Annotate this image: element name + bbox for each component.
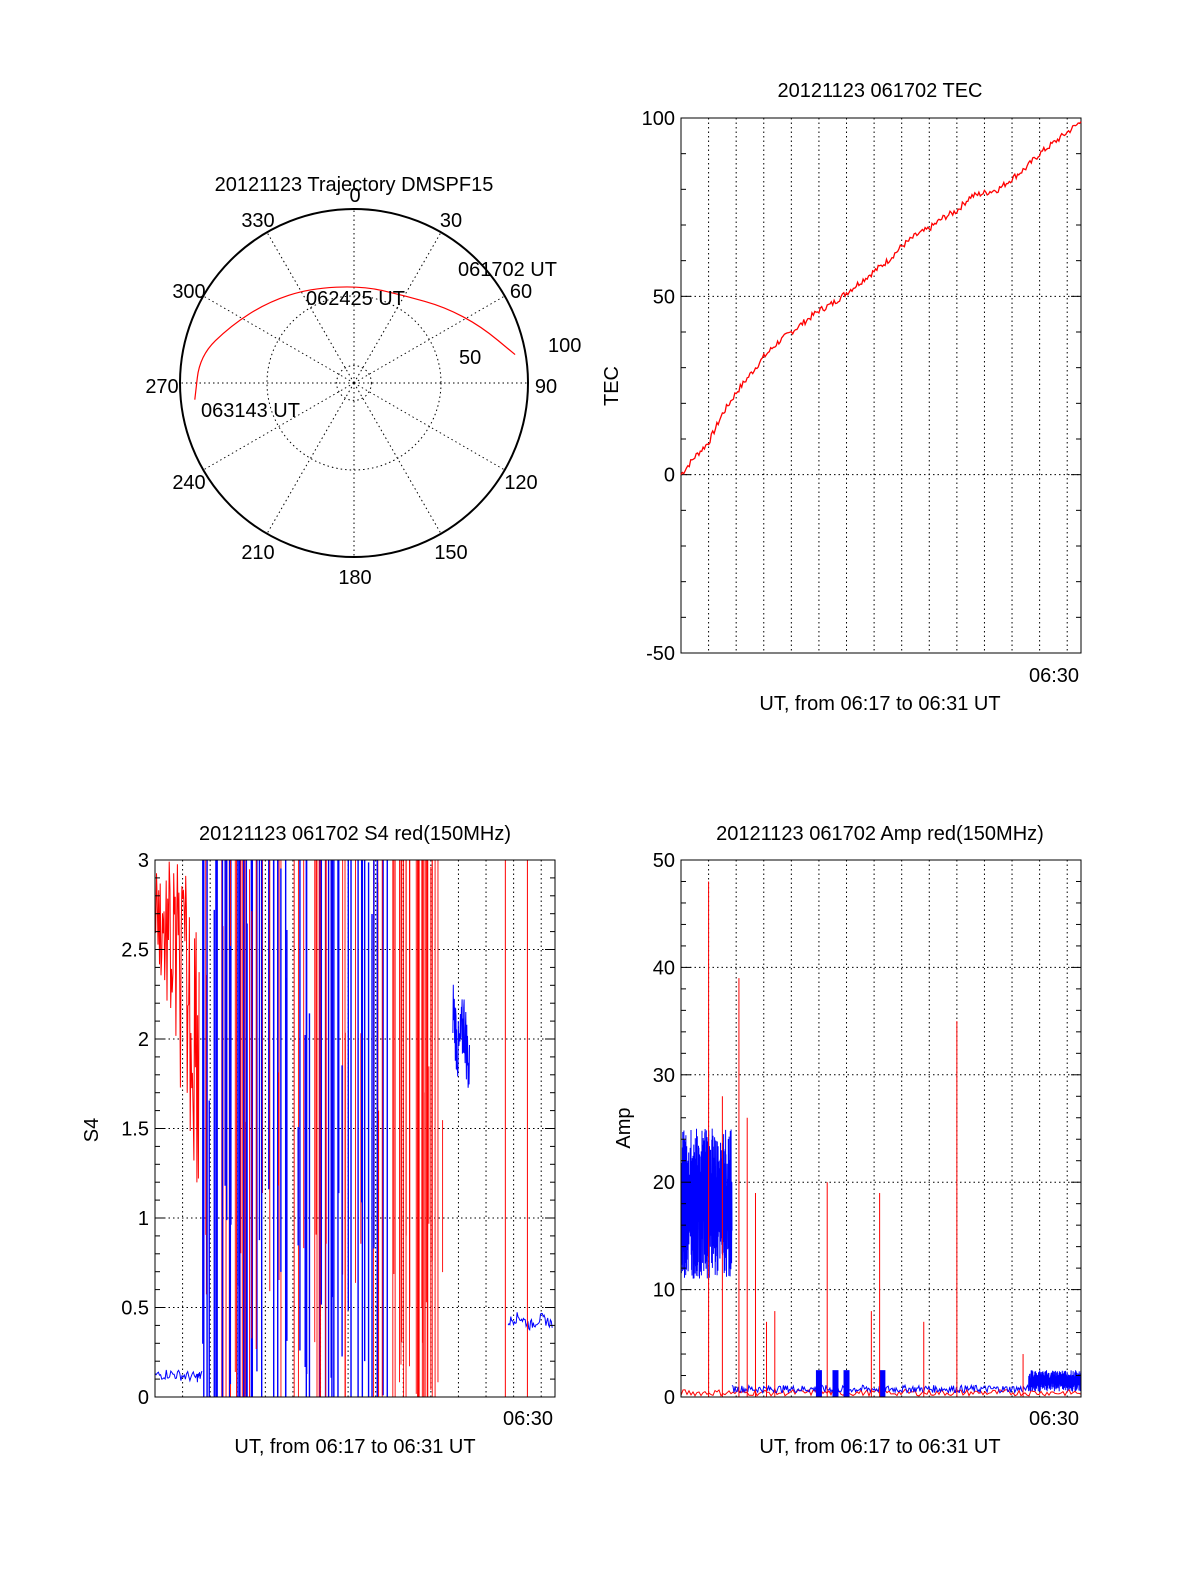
polar-azimuth-label-60: 60 bbox=[510, 281, 532, 303]
tec-title: 20121123 061702 TEC bbox=[778, 80, 983, 102]
polar-radial-label-50: 50 bbox=[459, 347, 481, 369]
s4-series-red-early bbox=[154, 861, 200, 1183]
s4-x-tick-label: 06:30 bbox=[503, 1408, 553, 1430]
polar-spoke-300 bbox=[203, 295, 355, 384]
s4-title: 20121123 061702 S4 red(150MHz) bbox=[199, 823, 511, 845]
polar-azimuth-label-90: 90 bbox=[535, 376, 557, 398]
s4-grid bbox=[155, 859, 555, 1398]
polar-annotation-start: 061702 UT bbox=[458, 259, 557, 281]
amp-blue-blob-1 bbox=[832, 1370, 839, 1397]
amp-x-tick-label: 06:30 bbox=[1029, 1408, 1079, 1430]
tec-x-axis-label: UT, from 06:17 to 06:31 UT bbox=[759, 693, 1000, 715]
s4-series-blue-2 bbox=[452, 984, 470, 1088]
s4-y-tick-label-0: 0 bbox=[138, 1387, 149, 1409]
polar-azimuth-label-330: 330 bbox=[241, 210, 274, 232]
amp-y-tick-label-2: 20 bbox=[653, 1172, 675, 1194]
tec-series-line bbox=[680, 121, 1082, 476]
polar-azimuth-label-120: 120 bbox=[504, 472, 537, 494]
amp-x-axis-label: UT, from 06:17 to 06:31 UT bbox=[759, 1436, 1000, 1458]
polar-spoke-210 bbox=[266, 382, 355, 534]
polar-azimuth-label-300: 300 bbox=[172, 281, 205, 303]
polar-grid-circle-inner bbox=[336, 365, 372, 401]
tec-y-ticks: -50 0 50 100 bbox=[642, 108, 1081, 665]
tec-y-tick-label-0: -50 bbox=[646, 643, 675, 665]
s4-y-tick-label-3: 1.5 bbox=[121, 1119, 149, 1141]
polar-spoke-30 bbox=[353, 232, 442, 384]
tec-y-tick-label-2: 50 bbox=[653, 286, 675, 308]
amp-y-tick-label-0: 0 bbox=[664, 1387, 675, 1409]
s4-panel: 20121123 061702 S4 red(150MHz) 0 0.5 1 1.5 2… bbox=[81, 823, 556, 1458]
s4-y-tick-label-1: 0.5 bbox=[121, 1298, 149, 1320]
polar-azimuth-label-240: 240 bbox=[172, 472, 205, 494]
polar-annotation-mid: 062425 UT bbox=[306, 288, 405, 310]
polar-spoke-150 bbox=[353, 382, 442, 534]
s4-y-ticks: 0 0.5 1 1.5 2 2.5 3 bbox=[121, 850, 555, 1409]
tec-y-tick-label-1: 0 bbox=[664, 465, 675, 487]
polar-azimuth-label-180: 180 bbox=[338, 567, 371, 589]
s4-x-axis-label: UT, from 06:17 to 06:31 UT bbox=[234, 1436, 475, 1458]
polar-azimuth-label-30: 30 bbox=[440, 210, 462, 232]
polar-radial-label-100: 100 bbox=[548, 335, 581, 357]
tec-x-tick-label: 06:30 bbox=[1029, 665, 1079, 687]
amp-blue-blob-0 bbox=[815, 1370, 822, 1397]
amp-panel: 20121123 061702 Amp red(150MHz) 0 10 20 30 4… bbox=[613, 823, 1082, 1458]
polar-spoke-120 bbox=[353, 382, 505, 471]
polar-outer-circle bbox=[179, 208, 529, 558]
polar-azimuth-label-270: 270 bbox=[145, 376, 178, 398]
amp-y-tick-label-1: 10 bbox=[653, 1280, 675, 1302]
s4-series-blue-1 bbox=[154, 1369, 203, 1383]
s4-series bbox=[154, 860, 553, 1397]
s4-series-blue-3 bbox=[507, 1312, 553, 1331]
polar-azimuth-label-0: 0 bbox=[349, 185, 360, 207]
amp-title: 20121123 061702 Amp red(150MHz) bbox=[716, 823, 1044, 845]
amp-blue-blob-2 bbox=[843, 1370, 850, 1397]
amp-y-tick-label-5: 50 bbox=[653, 850, 675, 872]
tec-y-axis-label: TEC bbox=[601, 366, 623, 406]
polar-grid bbox=[180, 209, 528, 557]
polar-title: 20121123 Trajectory DMSPF15 bbox=[215, 174, 494, 196]
amp-grid bbox=[681, 859, 1081, 1398]
amp-y-axis-label: Amp bbox=[613, 1107, 635, 1148]
amp-blue-band-2 bbox=[1028, 1370, 1082, 1392]
polar-trajectory-line bbox=[194, 286, 516, 400]
amp-plot-frame bbox=[680, 859, 1082, 1398]
polar-spoke-330 bbox=[266, 232, 355, 384]
polar-azimuth-labels: 0 30 60 90 120 150 180 210 240 270 300 330 bbox=[145, 185, 557, 589]
amp-blue-band-0 bbox=[680, 1128, 733, 1279]
polar-azimuth-label-150: 150 bbox=[434, 542, 467, 564]
amp-y-tick-label-4: 40 bbox=[653, 957, 675, 979]
tec-y-tick-label-3: 100 bbox=[642, 108, 675, 130]
s4-y-axis-label: S4 bbox=[81, 1118, 103, 1142]
s4-y-tick-label-4: 2 bbox=[138, 1029, 149, 1051]
amp-blue-blob-3 bbox=[879, 1370, 886, 1397]
polar-annotation-end: 063143 UT bbox=[201, 400, 300, 422]
tec-plot-frame bbox=[680, 117, 1082, 654]
amp-series bbox=[680, 881, 1082, 1398]
polar-azimuth-label-210: 210 bbox=[241, 542, 274, 564]
amp-y-ticks: 0 10 20 30 40 50 bbox=[653, 850, 1081, 1409]
s4-y-tick-label-2: 1 bbox=[138, 1208, 149, 1230]
polar-panel: 20121123 Trajectory DMSPF15 0 30 60 90 120 15… bbox=[145, 174, 581, 589]
polar-spoke-60 bbox=[353, 295, 505, 384]
polar-spoke-240 bbox=[203, 382, 355, 471]
amp-y-tick-label-3: 30 bbox=[653, 1065, 675, 1087]
s4-y-tick-label-5: 2.5 bbox=[121, 940, 149, 962]
s4-y-tick-label-6: 3 bbox=[138, 850, 149, 872]
